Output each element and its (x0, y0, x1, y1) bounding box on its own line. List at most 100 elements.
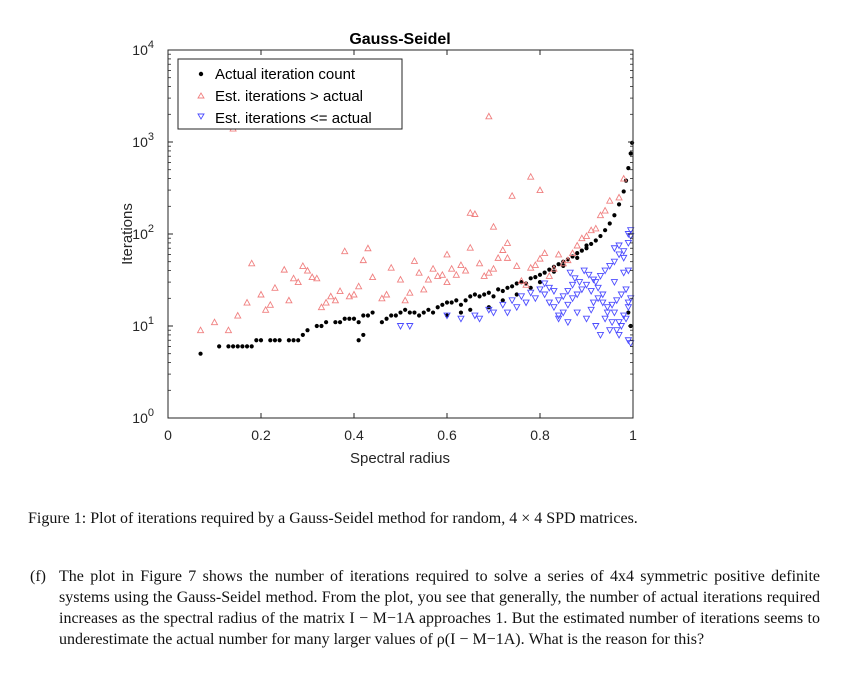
est-less-point (554, 297, 563, 305)
actual-point (477, 294, 482, 299)
est-greater-point (406, 288, 414, 296)
est-less-point (585, 271, 593, 279)
x-tick-labels: 0 0.2 0.4 0.6 0.8 1 (164, 427, 637, 443)
est-less-point (457, 315, 465, 323)
x-tick-label-3: 0.6 (437, 427, 457, 443)
est-greater-point (587, 226, 595, 234)
est-less-point (610, 245, 619, 253)
est-greater-point (303, 266, 312, 274)
est-greater-point (592, 224, 600, 232)
legend-label-actual: Actual iteration count (215, 66, 356, 83)
est-greater-point (582, 232, 591, 239)
est-less-point (594, 284, 602, 292)
est-less-point (605, 262, 614, 270)
est-greater-point (410, 256, 419, 264)
actual-point (551, 269, 557, 274)
est-greater-point (368, 273, 377, 281)
est-greater-point (354, 282, 363, 290)
actual-point (458, 310, 464, 315)
est-less-point (601, 267, 609, 275)
est-greater-point (424, 275, 433, 283)
est-less-point (564, 301, 572, 309)
est-greater-point (536, 186, 544, 194)
question-block: (f) The plot in Figure 7 shows the numbe… (30, 566, 820, 650)
legend-label-est-less: Est. iterations <= actual (215, 110, 372, 127)
actual-point (579, 248, 584, 253)
actual-point (505, 285, 510, 290)
est-less-point (540, 280, 549, 288)
est-less-point (550, 288, 558, 295)
actual-point (347, 316, 352, 321)
actual-point (486, 290, 491, 295)
actual-point (430, 310, 436, 315)
x-tick-label-1: 0.2 (251, 427, 271, 443)
est-less-point (580, 267, 588, 275)
est-less-point (619, 269, 628, 277)
actual-point (482, 292, 487, 297)
est-greater-point (224, 326, 233, 334)
est-less-point (575, 279, 584, 287)
est-greater-point (336, 287, 344, 294)
y-tick-label-3: 103 (132, 131, 154, 150)
est-less-point (443, 312, 451, 320)
est-greater-point (294, 278, 302, 286)
est-less-point (568, 281, 577, 289)
actual-point (296, 338, 301, 343)
est-greater-point (605, 196, 614, 204)
actual-point (244, 344, 250, 349)
actual-point (305, 328, 310, 333)
est-greater-point (299, 261, 307, 269)
actual-point (249, 344, 254, 349)
est-less-point (540, 291, 549, 299)
actual-point (356, 338, 361, 343)
actual-point (514, 281, 519, 286)
est-less-point (531, 295, 540, 303)
est-less-point (596, 272, 605, 280)
actual-point (268, 338, 273, 343)
est-greater-point (415, 268, 423, 276)
actual-point (240, 344, 245, 349)
tick-marks (167, 49, 634, 419)
est-less-point (508, 297, 516, 305)
chart-title: Gauss-Seidel (349, 31, 450, 48)
est-less-point (564, 319, 572, 327)
actual-point (593, 238, 598, 243)
actual-point (491, 294, 496, 299)
actual-point (509, 284, 515, 289)
actual-point (389, 313, 394, 318)
est-less-point (610, 258, 619, 266)
actual-point (584, 243, 589, 248)
actual-point (612, 213, 617, 218)
est-greater-point (280, 265, 289, 273)
est-less-point (536, 286, 544, 294)
est-greater-point (545, 272, 554, 279)
legend: Actual iteration count Est. iterations >… (177, 58, 403, 130)
actual-point (570, 254, 575, 259)
est-greater-point (289, 274, 298, 282)
legend-dot-marker (198, 71, 204, 77)
actual-point (226, 344, 231, 349)
est-greater-point (596, 211, 605, 219)
est-greater-point (317, 303, 326, 311)
actual-point (277, 338, 282, 343)
actual-point (621, 189, 626, 194)
est-greater-point (522, 280, 530, 288)
actual-point (547, 267, 552, 272)
est-greater-point (345, 292, 354, 300)
actual-point (324, 320, 329, 325)
est-less-point (582, 315, 591, 323)
est-less-point (471, 312, 479, 320)
est-less-point (603, 304, 612, 312)
actual-point (337, 320, 343, 325)
actual-point (575, 255, 580, 260)
est-less-point (503, 309, 512, 317)
actual-point (616, 202, 622, 207)
est-less-point (622, 315, 630, 323)
est-less-point (615, 331, 623, 339)
est-less-point (485, 306, 493, 314)
actual-point (356, 320, 361, 325)
est-less-point (617, 291, 626, 299)
est-less-point (599, 299, 607, 307)
est-less-point (608, 319, 616, 327)
actual-point (342, 316, 347, 321)
